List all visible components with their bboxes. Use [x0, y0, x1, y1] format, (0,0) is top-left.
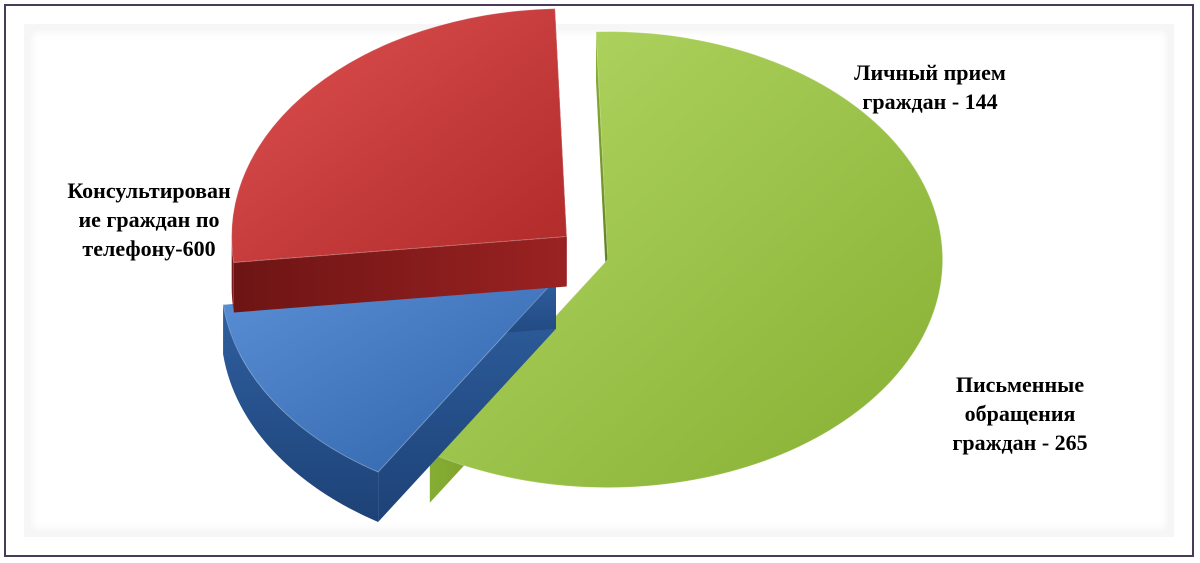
pie-slice-top-personal-reception — [222, 278, 558, 473]
pie-slice-wall-written-appeals-0 — [233, 236, 567, 313]
slice-label-written-appeals: Письменные обращения граждан - 265 — [952, 372, 1088, 455]
pie-slice-personal-reception — [222, 278, 558, 522]
pie-slice-written-appeals — [231, 8, 568, 313]
slice-label-personal-reception: Личный прием граждан - 144 — [854, 60, 1006, 114]
pie-slice-side-written-appeals — [231, 236, 234, 313]
pie-slice-wall-personal-reception-0 — [378, 278, 556, 522]
pie-slice-side-personal-reception — [223, 304, 379, 522]
pie-slice-wall-phone-consultation-0 — [596, 31, 608, 310]
slice-label-phone-consultation: Консультирован ие граждан по телефону-60… — [67, 178, 231, 261]
pie-slice-top-phone-consultation — [428, 31, 944, 489]
pie-slice-top-written-appeals — [231, 8, 568, 264]
pie-slice-phone-consultation — [428, 31, 944, 503]
